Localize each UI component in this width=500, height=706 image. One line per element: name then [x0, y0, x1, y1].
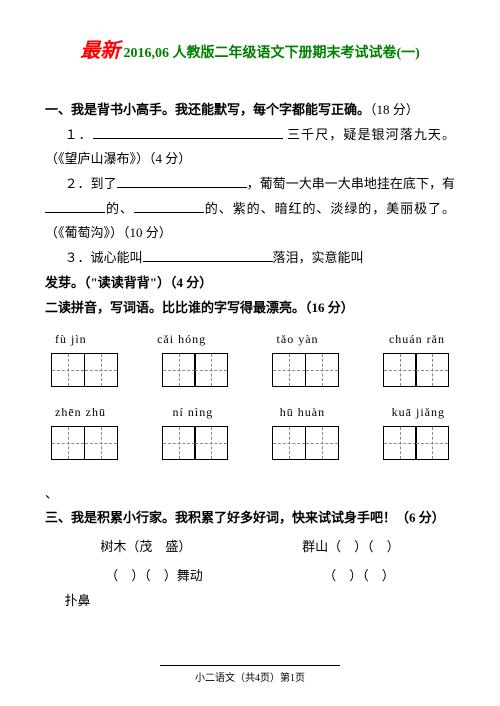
- page-footer: 小二语文（共4页）第1页: [0, 665, 500, 688]
- tianzige-cell[interactable]: [51, 426, 85, 460]
- t: （: [105, 568, 118, 583]
- q1-i2-mid: ，葡萄一大串一大串地挂在底下，有: [247, 176, 455, 191]
- q1-item3: ３．诚心能叫 落泪，实意能叫: [45, 246, 455, 271]
- q3-word: （ ）（ ）舞动: [105, 564, 203, 589]
- q1-item3-line2: 发芽。（"读读背背"）（4 分）: [45, 271, 455, 296]
- tianzige-cell[interactable]: [272, 426, 306, 460]
- q3-word: 群山（ ）（ ）: [302, 535, 400, 560]
- pinyin: chuán rǎn: [389, 328, 445, 351]
- tianzige-pair[interactable]: [383, 426, 450, 460]
- tianzige-pair[interactable]: [51, 353, 118, 387]
- tianzige-cell[interactable]: [383, 353, 417, 387]
- t: 树木（茂: [100, 539, 152, 554]
- tianzige-cell[interactable]: [194, 353, 228, 387]
- tianzige-cell[interactable]: [305, 426, 339, 460]
- q3-punct: 、: [45, 482, 455, 507]
- pinyin: ní nìng: [173, 401, 214, 424]
- q1-item1: １． 三千尺，疑是银河落九天。（《望庐山瀑布》）（4 分）: [45, 123, 455, 172]
- tianzige-cell[interactable]: [415, 353, 449, 387]
- q1-i3-end-b: （"读读背背"）（4 分）: [84, 275, 212, 290]
- question-1: 一、我是背书小高手。我还能默写，每个字都能写正确。（18 分） １． 三千尺，疑…: [45, 98, 455, 296]
- q3-heading: 三、我是积累小行家。我积累了好多好词，快来试试身手吧！（6 分）: [45, 506, 455, 531]
- blank[interactable]: [134, 199, 204, 213]
- t: ）（: [349, 568, 369, 583]
- q1-i2-prefix: ２．到了: [65, 176, 117, 191]
- pinyin-row-2: zhēn zhū ní nìng hū huàn kuā jiǎng: [45, 401, 455, 424]
- tianzige-cell[interactable]: [415, 426, 449, 460]
- pinyin: zhēn zhū: [55, 401, 106, 424]
- pinyin: kuā jiǎng: [392, 401, 445, 424]
- tianzige-pair[interactable]: [162, 426, 229, 460]
- pinyin-row-1: fù jìn cǎi hóng tǎo yàn chuán rǎn: [45, 328, 455, 351]
- tianzige-pair[interactable]: [272, 353, 339, 387]
- question-2: 二读拼音，写词语。比比谁的字写得最漂亮。（16 分） fù jìn cǎi hó…: [45, 296, 455, 460]
- tianzige-cell[interactable]: [194, 426, 228, 460]
- tianzige-pair[interactable]: [162, 353, 229, 387]
- q3-word: 树木（茂 盛）: [100, 535, 191, 560]
- footer-divider: [160, 665, 340, 666]
- tianzige-pair[interactable]: [272, 426, 339, 460]
- pinyin: fù jìn: [55, 328, 87, 351]
- q1-heading: 一、我是背书小高手。我还能默写，每个字都能写正确。（18 分）: [45, 98, 455, 123]
- tianzige-cell[interactable]: [84, 353, 118, 387]
- title-rest: 2016,06 人教版二年级语文下册期末考试试卷(一): [123, 46, 419, 61]
- q1-i2-mid2: 的、: [105, 201, 134, 216]
- tianzige-cell[interactable]: [305, 353, 339, 387]
- tianzige-cell[interactable]: [272, 353, 306, 387]
- blank[interactable]: [45, 199, 105, 213]
- q1-item2: ２．到了，葡萄一大串一大串地挂在底下，有的、的、紫的、暗红的、淡绿的，美丽极了。…: [45, 172, 455, 246]
- q1-points: （18 分）: [370, 102, 419, 117]
- question-3: 、 三、我是积累小行家。我积累了好多好词，快来试试身手吧！（6 分） 树木（茂 …: [45, 482, 455, 613]
- tianzige-pair[interactable]: [383, 353, 450, 387]
- q1-i3-prefix: ３．诚心能叫: [65, 250, 143, 265]
- t: ）（: [354, 539, 374, 554]
- q1-i1-prefix: １．: [65, 127, 93, 142]
- t: ）: [382, 568, 395, 583]
- blank[interactable]: [143, 248, 273, 262]
- title: 最新 2016,06 人教版二年级语文下册期末考试试卷(一): [45, 32, 455, 70]
- tianzige-cell[interactable]: [162, 426, 196, 460]
- blank[interactable]: [93, 125, 283, 139]
- q3-row1: 树木（茂 盛） 群山（ ）（ ）: [45, 535, 455, 560]
- tianzige-row-2: [45, 426, 455, 460]
- q1-i3-end-a: 发芽。: [45, 275, 84, 290]
- q3-row2: （ ）（ ）舞动 （ ）（ ）: [45, 564, 455, 589]
- t: ）（: [131, 568, 151, 583]
- tianzige-pair[interactable]: [51, 426, 118, 460]
- tianzige-cell[interactable]: [51, 353, 85, 387]
- pinyin: hū huàn: [280, 401, 325, 424]
- t: 盛）: [165, 539, 191, 554]
- q1-i1-pts: （4 分）: [149, 151, 191, 166]
- tianzige-cell[interactable]: [84, 426, 118, 460]
- blank[interactable]: [117, 174, 247, 188]
- t: （: [323, 568, 336, 583]
- pinyin: cǎi hóng: [157, 328, 206, 351]
- q3-row3: 扑鼻: [45, 589, 455, 614]
- t: ）: [387, 539, 400, 554]
- t: 群山（: [302, 539, 341, 554]
- tianzige-row-1: [45, 353, 455, 387]
- q3-word: （ ）（ ）: [323, 564, 395, 589]
- q2-heading: 二读拼音，写词语。比比谁的字写得最漂亮。（16 分）: [45, 296, 455, 321]
- title-new: 最新: [80, 40, 120, 62]
- q1-i3-tail: 落泪，实意能叫: [273, 250, 364, 265]
- tianzige-cell[interactable]: [162, 353, 196, 387]
- q1-heading-text: 一、我是背书小高手。我还能默写，每个字都能写正确。: [45, 102, 370, 117]
- footer-text: 小二语文（共4页）第1页: [195, 673, 305, 684]
- t: ）舞动: [164, 568, 203, 583]
- q1-i2-pts: （10 分）: [123, 225, 172, 240]
- tianzige-cell[interactable]: [383, 426, 417, 460]
- pinyin: tǎo yàn: [277, 328, 319, 351]
